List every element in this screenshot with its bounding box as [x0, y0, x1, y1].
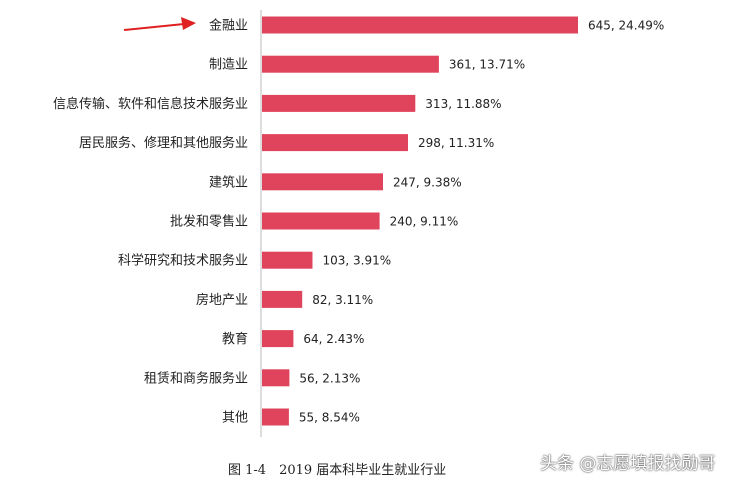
category-label-6: 科学研究和技术服务业 — [118, 253, 248, 269]
bar-5 — [262, 212, 380, 230]
bar-2 — [262, 94, 416, 112]
category-label-9: 租赁和商务服务业 — [144, 370, 248, 386]
data-label-3: 298, 11.31% — [418, 136, 494, 150]
figure-caption: 图 1-4 2019 届本科毕业生就业行业 — [228, 463, 447, 478]
category-label-3: 居民服务、修理和其他服务业 — [79, 135, 248, 151]
data-label-1: 361, 13.71% — [449, 58, 525, 72]
data-label-9: 56, 2.13% — [299, 371, 360, 385]
category-label-1: 制造业 — [209, 58, 248, 73]
category-label-0: 金融业 — [209, 18, 248, 34]
category-label-7: 房地产业 — [196, 292, 248, 308]
category-label-2: 信息传输、软件和信息技术服务业 — [53, 96, 248, 112]
bar-10 — [262, 408, 289, 426]
data-label-8: 64, 2.43% — [303, 332, 364, 346]
category-labels: 金融业制造业信息传输、软件和信息技术服务业居民服务、修理和其他服务业建筑业批发和… — [53, 18, 248, 426]
data-label-2: 313, 11.88% — [425, 97, 501, 111]
data-label-4: 247, 9.38% — [393, 175, 462, 189]
data-label-10: 55, 8.54% — [299, 411, 360, 425]
highlight-arrow-icon — [123, 17, 196, 31]
category-label-5: 批发和零售业 — [170, 214, 248, 230]
category-label-4: 建筑业 — [209, 174, 248, 190]
bar-0 — [262, 16, 578, 34]
data-label-5: 240, 9.11% — [390, 215, 459, 229]
bar-6 — [262, 251, 313, 269]
category-label-10: 其他 — [222, 411, 248, 426]
data-labels: 645, 24.49% 361, 13.71% 313, 11.88% 298, 11… — [299, 19, 664, 425]
bar-9 — [262, 369, 290, 387]
bar-8 — [262, 330, 294, 348]
data-label-7: 82, 3.11% — [312, 293, 373, 307]
data-label-0: 645, 24.49% — [588, 19, 664, 33]
watermark: 头条 @志愿填报找勋哥 — [540, 454, 716, 474]
bar-4 — [262, 173, 383, 191]
bars-group — [262, 16, 578, 426]
category-label-8: 教育 — [222, 331, 248, 347]
data-label-6: 103, 3.91% — [323, 254, 392, 268]
bar-3 — [262, 134, 408, 152]
bar-7 — [262, 290, 303, 308]
bar-1 — [262, 55, 439, 73]
